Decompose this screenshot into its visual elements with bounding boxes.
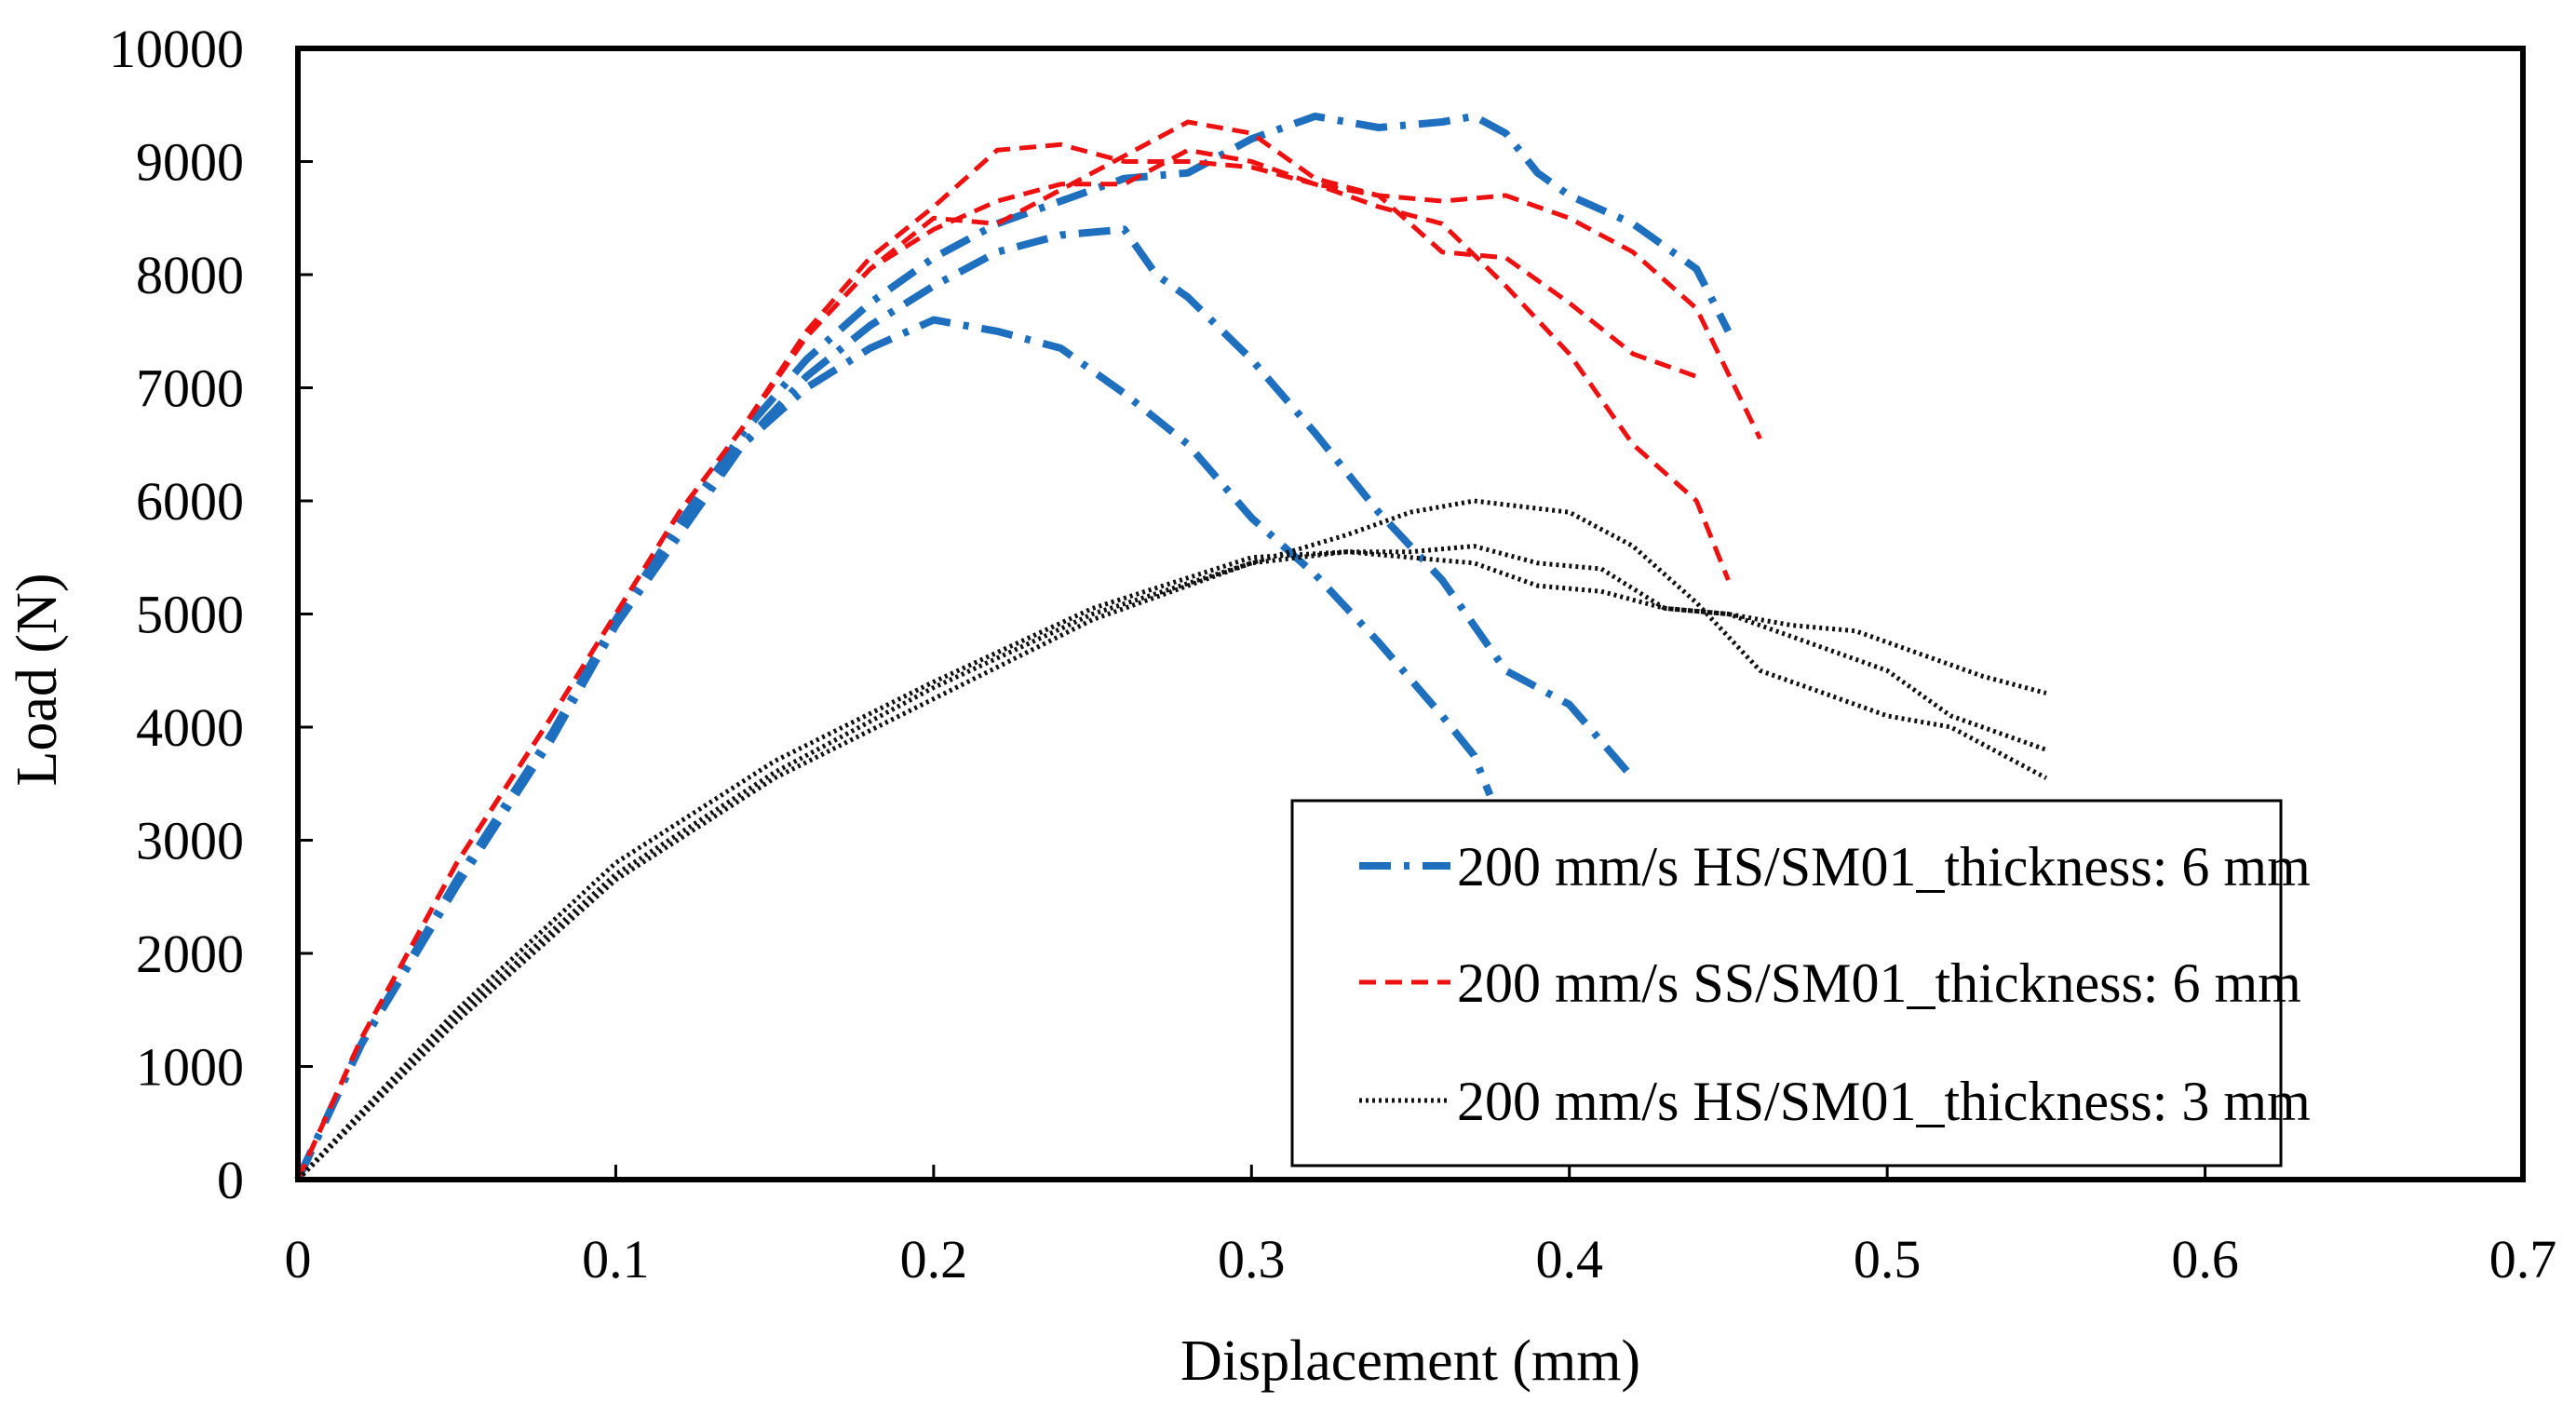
x-tick-label: 0.6 [2171,1229,2239,1289]
y-axis-title: Load (N) [6,574,69,787]
y-tick-label: 7000 [136,358,244,419]
legend-label-2: 200 mm/s SS/SM01_thickness: 6 mm [1457,952,2301,1014]
y-tick-label: 10000 [109,19,244,79]
legend-label-1: 200 mm/s HS/SM01_thickness: 6 mm [1457,836,2311,897]
x-axis-ticks: 0 0.1 0.2 0.3 0.4 0.5 0.6 0.7 [285,1165,2557,1289]
series-3-curve-2 [296,544,2047,1181]
x-tick-label: 0.5 [1854,1229,1922,1289]
series-3 [296,498,2048,1181]
series-1 [294,112,1732,1181]
series-2-curve-3 [295,147,1762,1181]
y-tick-label: 5000 [136,585,244,645]
y-tick-label: 9000 [136,132,244,193]
x-tick-label: 0.2 [900,1229,968,1289]
y-tick-label: 6000 [136,471,244,532]
y-tick-label: 0 [217,1150,244,1210]
legend-items: 200 mm/s HS/SM01_thickness: 6 mm 200 mm/s… [1359,836,2311,1132]
y-tick-label: 4000 [136,697,244,758]
legend-label-3: 200 mm/s HS/SM01_thickness: 3 mm [1457,1071,2311,1132]
x-axis-title: Displacement (mm) [1180,1329,1640,1393]
x-tick-label: 0.4 [1535,1229,1603,1289]
x-tick-label: 0 [285,1229,312,1289]
x-tick-label: 0.7 [2489,1229,2557,1289]
x-tick-label: 0.1 [582,1229,650,1289]
y-tick-label: 3000 [136,811,244,871]
y-tick-label: 1000 [136,1037,244,1098]
series-1-curve-3 [294,112,1732,1181]
series-3-curve-1 [296,498,2048,1181]
y-tick-label: 2000 [136,924,244,984]
x-tick-label: 0.3 [1218,1229,1286,1289]
legend-box [1290,799,2283,1167]
y-tick-label: 8000 [136,245,244,305]
curves-layer [294,112,2048,1181]
legend: 200 mm/s HS/SM01_thickness: 6 mm 200 mm/s… [1290,799,2311,1167]
series-2 [295,119,1762,1181]
y-axis-ticks: 0 1000 2000 3000 4000 5000 6000 7000 8000 9000 100… [109,19,313,1210]
